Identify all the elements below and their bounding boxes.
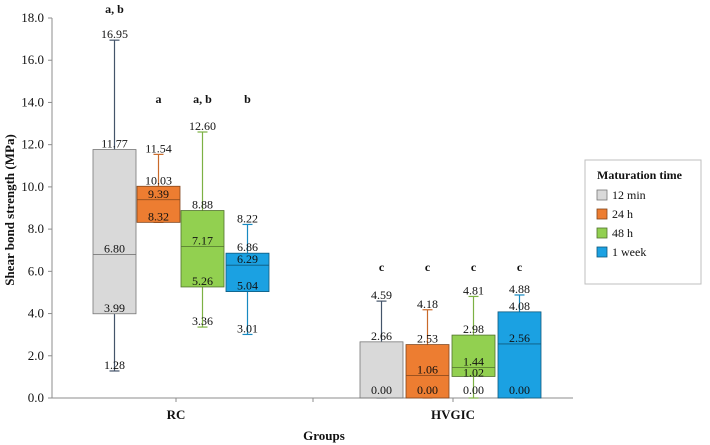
legend-swatch bbox=[596, 189, 608, 201]
legend-label: 1 week bbox=[612, 245, 646, 259]
value-label: 1.28 bbox=[104, 358, 125, 372]
significance-label: a, b bbox=[105, 2, 124, 16]
box-rc-1-week: 8.22 6.866.29 5.04 3.01 b bbox=[225, 92, 270, 335]
y-tick-label: 8.0 bbox=[28, 221, 44, 236]
box-body bbox=[451, 334, 496, 377]
legend-item-48-h: 48 h bbox=[596, 226, 633, 240]
box-hvgic-48-h: 4.81 2.98 1.441.02 0.00 c bbox=[451, 260, 496, 399]
value-label: 0.00 bbox=[463, 383, 484, 397]
value-label: 7.17 bbox=[192, 234, 213, 248]
box-body bbox=[359, 341, 404, 399]
y-tick-label: 4.0 bbox=[28, 306, 44, 321]
y-tick-label: 0.0 bbox=[28, 390, 44, 405]
legend-swatch bbox=[596, 246, 608, 258]
value-label: 16.95 bbox=[101, 27, 128, 41]
significance-label: c bbox=[425, 260, 431, 274]
value-label: 3.01 bbox=[237, 321, 258, 335]
value-label: 6.29 bbox=[237, 252, 258, 266]
significance-label: b bbox=[244, 92, 251, 106]
box-body bbox=[180, 210, 225, 288]
value-label: 2.66 bbox=[371, 329, 392, 343]
legend-label: 48 h bbox=[612, 226, 633, 240]
value-label: 4.81 bbox=[463, 283, 484, 297]
y-tick-label: 14.0 bbox=[21, 94, 44, 109]
box-hvgic-1-week: 4.88 4.08 2.56 0.00 c bbox=[497, 260, 542, 399]
value-label: 5.04 bbox=[237, 279, 258, 293]
value-label: 11.77 bbox=[101, 137, 128, 151]
y-tick-label: 18.0 bbox=[21, 10, 44, 25]
significance-label: a, b bbox=[193, 92, 212, 106]
value-label: 4.08 bbox=[509, 299, 530, 313]
legend-title: Maturation time bbox=[597, 168, 683, 182]
value-label: 6.80 bbox=[104, 241, 125, 255]
box-body bbox=[225, 252, 270, 293]
box-hvgic-24-h: 4.18 2.53 1.06 0.00 c bbox=[405, 260, 450, 399]
legend-swatch bbox=[596, 227, 608, 239]
value-label: 5.26 bbox=[192, 274, 213, 288]
value-label: 2.56 bbox=[509, 331, 530, 345]
box-body bbox=[497, 311, 542, 399]
y-tick-label: 12.0 bbox=[21, 137, 44, 152]
legend-swatch bbox=[596, 208, 608, 220]
value-label: 8.22 bbox=[237, 211, 258, 225]
value-label: 0.00 bbox=[417, 383, 438, 397]
significance-label: a bbox=[156, 92, 162, 106]
legend-label: 12 min bbox=[612, 188, 646, 202]
box-body bbox=[405, 344, 450, 399]
y-axis-title: Shear bond strength (MPa) bbox=[2, 134, 17, 286]
value-label: 0.00 bbox=[371, 383, 392, 397]
box-body bbox=[136, 185, 181, 223]
value-label: 9.39 bbox=[148, 187, 169, 201]
plot-area: 0.0 2.0 4.0 6.0 8.0 10.0 12.0 14.0 16.0 18.0 RC HVG… bbox=[21, 2, 573, 422]
value-label: 1.06 bbox=[417, 363, 438, 377]
y-tick-label: 10.0 bbox=[21, 179, 44, 194]
significance-label: c bbox=[379, 260, 385, 274]
legend-item-12-min: 12 min bbox=[596, 188, 646, 202]
box-body bbox=[92, 149, 137, 315]
value-label: 10.03 bbox=[145, 173, 172, 187]
x-category-label: RC bbox=[167, 407, 186, 422]
value-label: 3.99 bbox=[104, 301, 125, 315]
legend-label: 24 h bbox=[612, 207, 633, 221]
value-label: 3.36 bbox=[192, 314, 213, 328]
legend: Maturation time 12 min 24 h 48 h 1 week bbox=[584, 159, 702, 285]
value-label: 8.32 bbox=[148, 209, 169, 223]
x-axis-title: Groups bbox=[303, 428, 345, 443]
value-label: 4.59 bbox=[371, 288, 392, 302]
legend-item-1-week: 1 week bbox=[596, 245, 646, 259]
value-label: 6.86 bbox=[237, 240, 258, 254]
y-tick-label: 6.0 bbox=[28, 263, 44, 278]
value-label: 4.88 bbox=[509, 282, 530, 296]
x-category-label: HVGIC bbox=[431, 407, 475, 422]
value-label: 8.88 bbox=[192, 198, 213, 212]
value-label: 2.53 bbox=[417, 332, 438, 346]
significance-label: c bbox=[517, 260, 523, 274]
value-label: 12.60 bbox=[189, 119, 216, 133]
box-rc-24-h: 11.54 10.039.39 8.32 a bbox=[136, 92, 181, 223]
box-rc-48-h: 12.60 8.88 7.17 5.26 3.36 a, b bbox=[180, 92, 225, 328]
y-tick-label: 16.0 bbox=[21, 52, 44, 67]
value-label: 1.02 bbox=[463, 366, 484, 380]
legend-frame bbox=[584, 159, 702, 285]
value-label: 4.18 bbox=[417, 297, 438, 311]
value-label: 2.98 bbox=[463, 322, 484, 336]
y-tick-label: 2.0 bbox=[28, 348, 44, 363]
box-hvgic-12-min: 4.59 2.66 0.00 c bbox=[359, 260, 404, 399]
value-label: 11.54 bbox=[145, 141, 172, 155]
legend-item-24-h: 24 h bbox=[596, 207, 633, 221]
value-label: 1.44 bbox=[463, 355, 484, 369]
value-label: 0.00 bbox=[509, 383, 530, 397]
box-rc-12-min: 16.95 11.77 6.80 3.99 1.28 a, b bbox=[92, 2, 137, 372]
significance-label: c bbox=[471, 260, 477, 274]
